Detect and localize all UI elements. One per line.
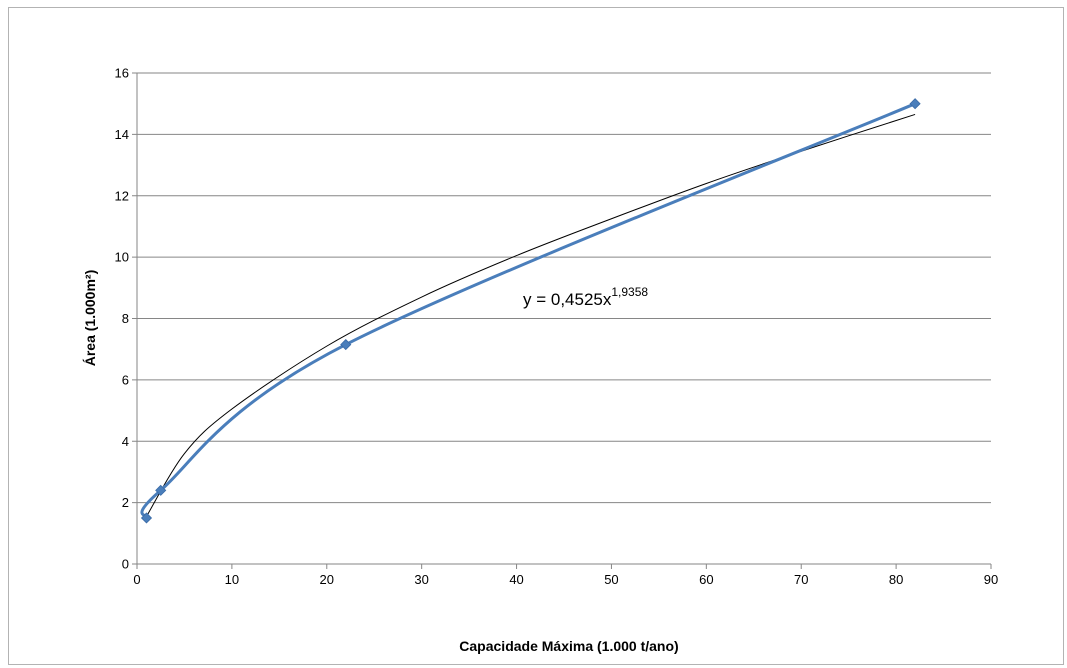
axes: [132, 72, 992, 569]
y-tick-label-10: 10: [115, 250, 129, 265]
data-series: [140, 98, 921, 524]
data-point-0-2: [340, 339, 352, 351]
y-tick-label-16: 16: [115, 66, 129, 81]
y-tick-label-2: 2: [122, 495, 129, 510]
gridlines: [137, 72, 991, 504]
x-tick-label-60: 60: [699, 572, 713, 587]
series-line-0: [140, 102, 917, 520]
x-tick-label-70: 70: [794, 572, 808, 587]
x-axis-title: Capacidade Máxima (1.000 t/ano): [459, 638, 678, 654]
y-axis-title: Área (1.000m²): [82, 270, 98, 367]
y-tick-label-0: 0: [122, 557, 129, 572]
chart-area: [8, 7, 1064, 665]
trendline-path: [146, 113, 916, 517]
x-tick-label-50: 50: [604, 572, 618, 587]
trendline: [146, 113, 916, 517]
y-tick-label-6: 6: [122, 372, 129, 387]
data-point-0-3: [909, 98, 921, 110]
y-tick-label-12: 12: [115, 188, 129, 203]
y-tick-label-14: 14: [115, 127, 129, 142]
trendline-equation: y = 0,4525x1,9358: [523, 285, 648, 309]
x-tick-label-20: 20: [320, 572, 334, 587]
x-tick-label-0: 0: [133, 572, 140, 587]
x-tick-label-40: 40: [509, 572, 523, 587]
y-tick-label-8: 8: [122, 311, 129, 326]
data-point-0-0: [140, 512, 153, 524]
x-tick-label-10: 10: [225, 572, 239, 587]
data-point-0-1: [155, 484, 167, 496]
x-tick-label-80: 80: [889, 572, 903, 587]
x-tick-label-90: 90: [984, 572, 998, 587]
y-tick-label-4: 4: [122, 434, 129, 449]
tick-labels: 0 2 4 6 8 10 12 14 16 0 10 20 30 40 50 60 70 80 90: [115, 66, 999, 588]
x-tick-label-30: 30: [414, 572, 428, 587]
